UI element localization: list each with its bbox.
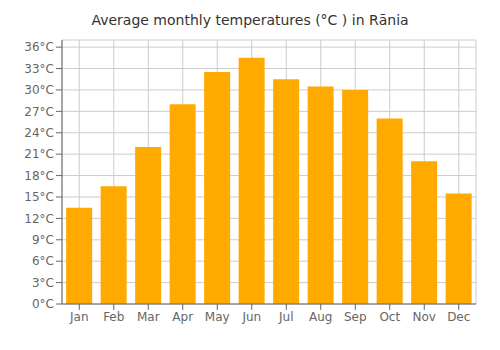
svg-text:Sep: Sep (344, 310, 367, 324)
svg-text:18°C: 18°C (24, 169, 54, 183)
svg-text:Dec: Dec (447, 310, 470, 324)
svg-text:May: May (205, 310, 230, 324)
svg-text:Mar: Mar (137, 310, 160, 324)
svg-text:9°C: 9°C (32, 233, 54, 247)
svg-text:6°C: 6°C (32, 254, 54, 268)
svg-text:Jan: Jan (69, 310, 89, 324)
svg-text:24°C: 24°C (24, 126, 54, 140)
svg-text:12°C: 12°C (24, 212, 54, 226)
svg-text:Nov: Nov (413, 310, 436, 324)
svg-text:3°C: 3°C (32, 276, 54, 290)
svg-text:27°C: 27°C (24, 105, 54, 119)
svg-text:0°C: 0°C (32, 297, 54, 311)
svg-text:Jun: Jun (241, 310, 261, 324)
svg-text:33°C: 33°C (24, 62, 54, 76)
svg-text:30°C: 30°C (24, 83, 54, 97)
svg-text:Jul: Jul (278, 310, 293, 324)
svg-text:Aug: Aug (309, 310, 332, 324)
svg-text:Oct: Oct (379, 310, 400, 324)
svg-text:15°C: 15°C (24, 190, 54, 204)
svg-text:21°C: 21°C (24, 147, 54, 161)
svg-text:36°C: 36°C (24, 40, 54, 54)
svg-text:Apr: Apr (172, 310, 193, 324)
html-text:Average monthly temperatures (: Average monthly temperatures (°C ) in Rā… (91, 12, 409, 28)
svg-text:Feb: Feb (103, 310, 124, 324)
